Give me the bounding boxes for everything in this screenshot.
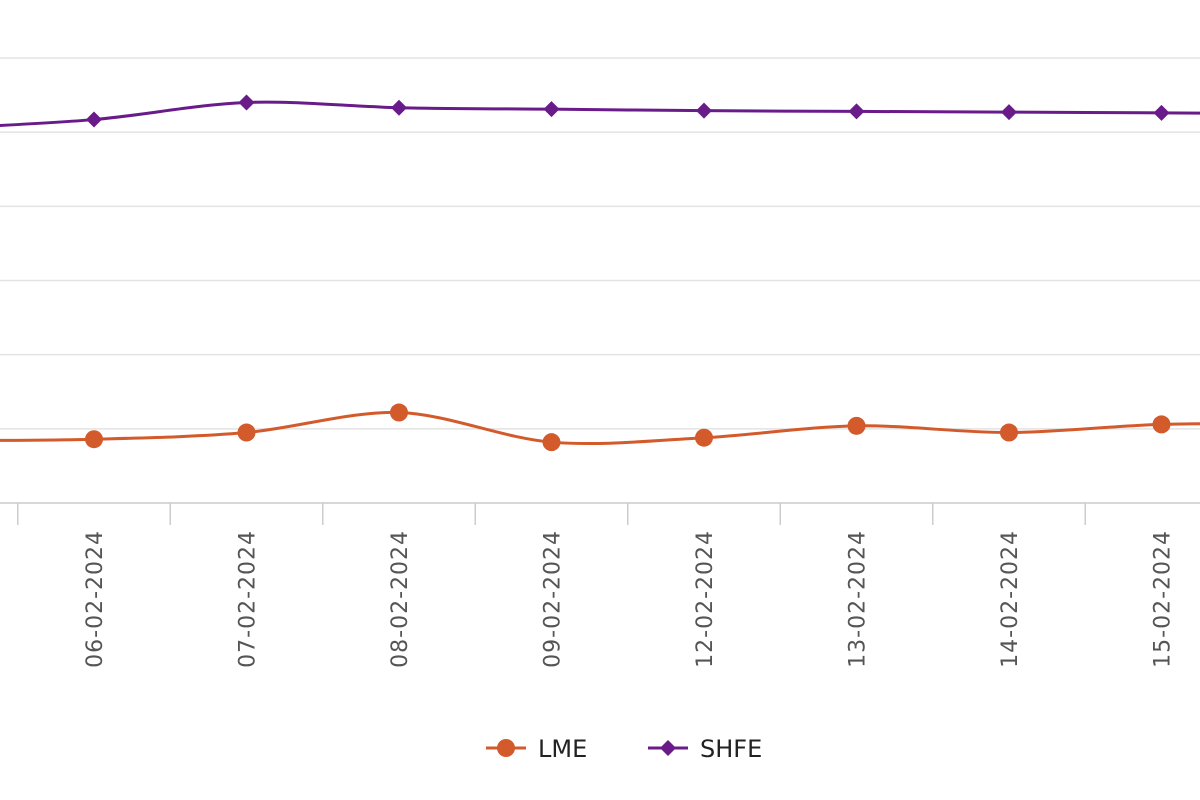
- legend-item-shfe[interactable]: SHFE: [648, 735, 762, 763]
- legend-item-lme[interactable]: LME: [486, 735, 587, 763]
- shfe-point[interactable]: [543, 101, 560, 118]
- x-tick-label: 14-02-2024: [998, 530, 1023, 668]
- x-tick-label: 09-02-2024: [541, 530, 566, 668]
- series-lines: [0, 94, 1200, 452]
- lme-point[interactable]: [1000, 423, 1018, 442]
- x-tick-label: 12-02-2024: [693, 530, 718, 668]
- shfe-series-line: [0, 100, 1200, 127]
- x-tick-label: 08-02-2024: [388, 530, 413, 668]
- shfe-point[interactable]: [86, 111, 102, 128]
- x-axis: 06-02-2024 07-02-2024 08-02-2024 09-02-2024…: [0, 502, 1200, 668]
- x-tick-label: 07-02-2024: [236, 530, 261, 668]
- lme-point[interactable]: [695, 428, 713, 447]
- lme-point[interactable]: [542, 433, 561, 452]
- gridlines: [0, 57, 1200, 430]
- x-tick-label: 15-02-2024: [1151, 530, 1176, 668]
- legend-marker-lme: [497, 739, 515, 757]
- legend-label-lme: LME: [538, 735, 587, 763]
- shfe-point[interactable]: [1001, 104, 1017, 121]
- lme-point[interactable]: [237, 423, 256, 442]
- legend-label-shfe: SHFE: [700, 735, 762, 763]
- lme-series-line: [0, 410, 1200, 446]
- shfe-point[interactable]: [696, 102, 712, 119]
- lme-point[interactable]: [847, 416, 866, 435]
- legend[interactable]: LME SHFE: [486, 735, 762, 763]
- x-tick-label: 13-02-2024: [846, 530, 871, 668]
- x-tick-label: 06-02-2024: [83, 530, 108, 668]
- shfe-point[interactable]: [238, 94, 255, 111]
- shfe-point[interactable]: [391, 99, 407, 116]
- lme-point[interactable]: [390, 403, 408, 422]
- lme-point[interactable]: [85, 430, 103, 449]
- lme-point[interactable]: [1152, 415, 1171, 434]
- shfe-point[interactable]: [1153, 104, 1170, 121]
- shfe-point[interactable]: [848, 103, 865, 120]
- legend-marker-shfe: [660, 740, 676, 756]
